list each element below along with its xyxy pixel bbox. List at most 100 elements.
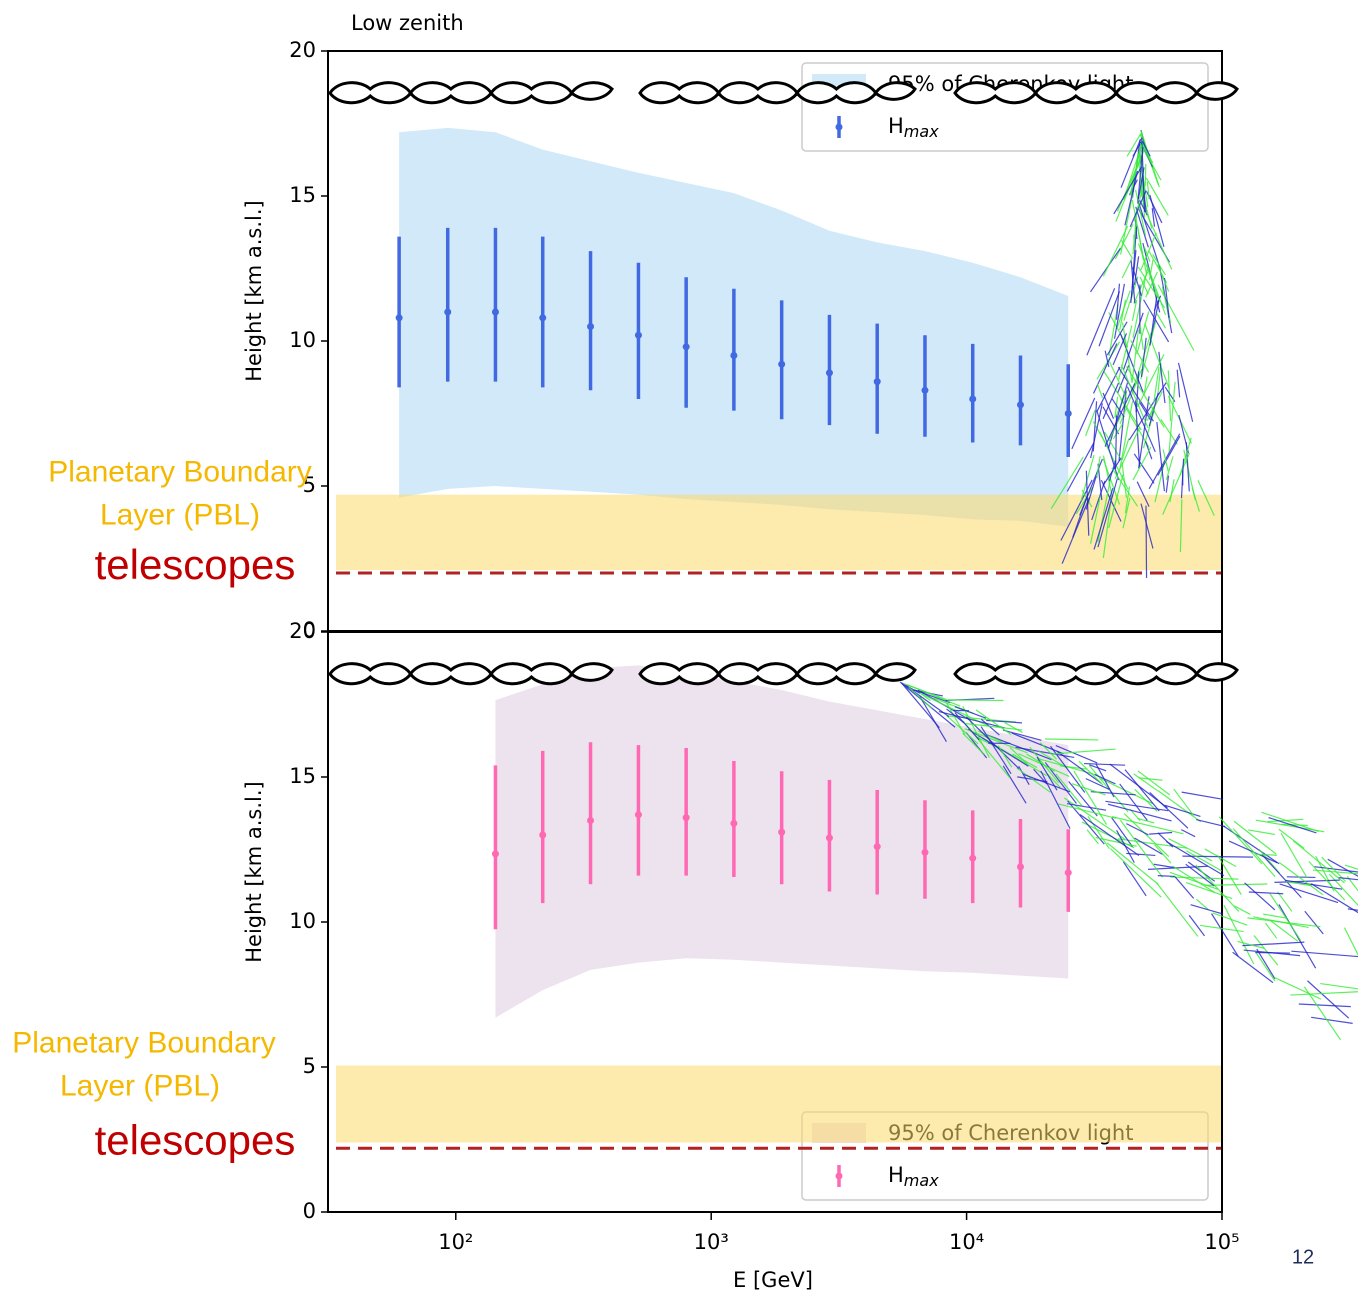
shower-track <box>1132 267 1142 296</box>
shower-track <box>1138 396 1150 469</box>
shower-track <box>1338 876 1358 881</box>
legend-label: Hmax <box>888 1163 939 1190</box>
pbl-label: Planetary Boundary <box>48 456 312 489</box>
shower-track <box>1071 397 1096 450</box>
shower-track <box>1137 146 1144 204</box>
shower-track <box>1280 833 1308 879</box>
shower-track <box>980 718 1000 736</box>
shower-track <box>1130 250 1137 304</box>
y-tick-label: 10 <box>289 328 316 352</box>
shower-track <box>1217 855 1242 896</box>
shower-track <box>997 745 1013 768</box>
legend-label: Hmax <box>888 114 939 141</box>
shower-track <box>1265 922 1278 939</box>
shower-track <box>1075 486 1094 515</box>
shower-track <box>962 706 990 758</box>
shower-track <box>1303 986 1342 1041</box>
shower-track <box>1011 732 1064 755</box>
shower-track <box>1126 133 1142 157</box>
shower-track <box>1267 818 1304 823</box>
shower-track <box>1085 778 1110 790</box>
shower-track <box>1133 453 1155 484</box>
point <box>444 308 452 316</box>
point <box>1064 410 1072 417</box>
shower-track <box>1126 386 1156 453</box>
y-axis-label: Height [km a.s.l.] <box>242 200 266 381</box>
shower-track <box>1160 419 1178 445</box>
shower-track <box>1310 883 1358 914</box>
shower-track <box>1066 803 1107 811</box>
shower-track <box>1119 332 1144 393</box>
point <box>873 843 881 851</box>
shower-track <box>1120 398 1150 448</box>
point <box>778 360 786 368</box>
shower-track <box>1140 319 1157 380</box>
shower-track <box>1094 774 1116 785</box>
shower-track <box>919 696 947 743</box>
shower-track <box>1066 442 1095 492</box>
shower-track <box>1290 991 1358 996</box>
shower-track <box>913 689 951 704</box>
shower-track <box>1211 913 1239 957</box>
shower-track <box>1253 935 1279 966</box>
shower-track <box>1285 881 1312 887</box>
shower-track <box>1098 291 1121 347</box>
shower-track <box>917 691 931 702</box>
shower-track <box>1093 488 1114 550</box>
charts: 95% of Cherenkov lightHmax05101520Height… <box>12 11 1358 1292</box>
shower-track <box>1152 253 1166 276</box>
shower-track <box>1165 840 1225 877</box>
point <box>730 819 738 827</box>
shower-track <box>1016 767 1051 793</box>
shower-track <box>1157 832 1174 848</box>
shower-track <box>1039 742 1057 760</box>
shower-track <box>1173 788 1195 816</box>
shower-track <box>1256 853 1277 856</box>
shower-track <box>1327 858 1358 877</box>
shower-track <box>1281 823 1308 827</box>
shower-track <box>1085 409 1096 437</box>
legend-name-sub: max <box>904 122 939 141</box>
shower-track <box>975 709 1012 736</box>
shower-track <box>1234 905 1251 915</box>
shower-track <box>1119 400 1134 469</box>
x-tick-label: 10⁴ <box>949 1230 984 1254</box>
pbl-label: Layer (PBL) <box>60 1069 220 1102</box>
shower-track <box>1233 820 1277 855</box>
shower-track <box>1328 873 1358 906</box>
point <box>539 831 547 839</box>
shower-track <box>1291 950 1358 958</box>
shower-track <box>1004 722 1023 733</box>
legend-name: H <box>888 1163 904 1187</box>
shower-track <box>1121 462 1128 498</box>
shower-track <box>1304 910 1324 935</box>
telescopes-label: telescopes <box>95 541 296 588</box>
shower-track <box>1091 480 1106 521</box>
shower-track <box>1018 765 1030 785</box>
shower-track <box>1126 852 1156 857</box>
shower-track <box>1073 770 1108 825</box>
shower-track <box>1137 770 1171 796</box>
shower-track <box>947 699 1004 702</box>
shower-track <box>1111 816 1184 835</box>
shower-track <box>1144 323 1170 389</box>
shower-track <box>1141 141 1151 157</box>
pbl-label: Planetary Boundary <box>12 1026 276 1059</box>
shower-track <box>1146 405 1155 421</box>
shower-track <box>946 715 979 745</box>
y-tick-label: 20 <box>289 619 316 643</box>
shower-track <box>1312 869 1358 875</box>
shower-track <box>1191 487 1201 512</box>
shower-track <box>1278 861 1324 896</box>
shower-track <box>1154 462 1166 503</box>
shower-track <box>1255 951 1276 982</box>
shower-track <box>1114 427 1140 479</box>
shower-track <box>1274 977 1322 1000</box>
shower-track <box>1157 790 1202 823</box>
shower-track <box>1124 769 1160 812</box>
shower-track <box>1169 479 1175 503</box>
chart-title: Low zenith <box>351 11 464 35</box>
shower-track <box>1243 949 1301 957</box>
point <box>1016 401 1024 409</box>
